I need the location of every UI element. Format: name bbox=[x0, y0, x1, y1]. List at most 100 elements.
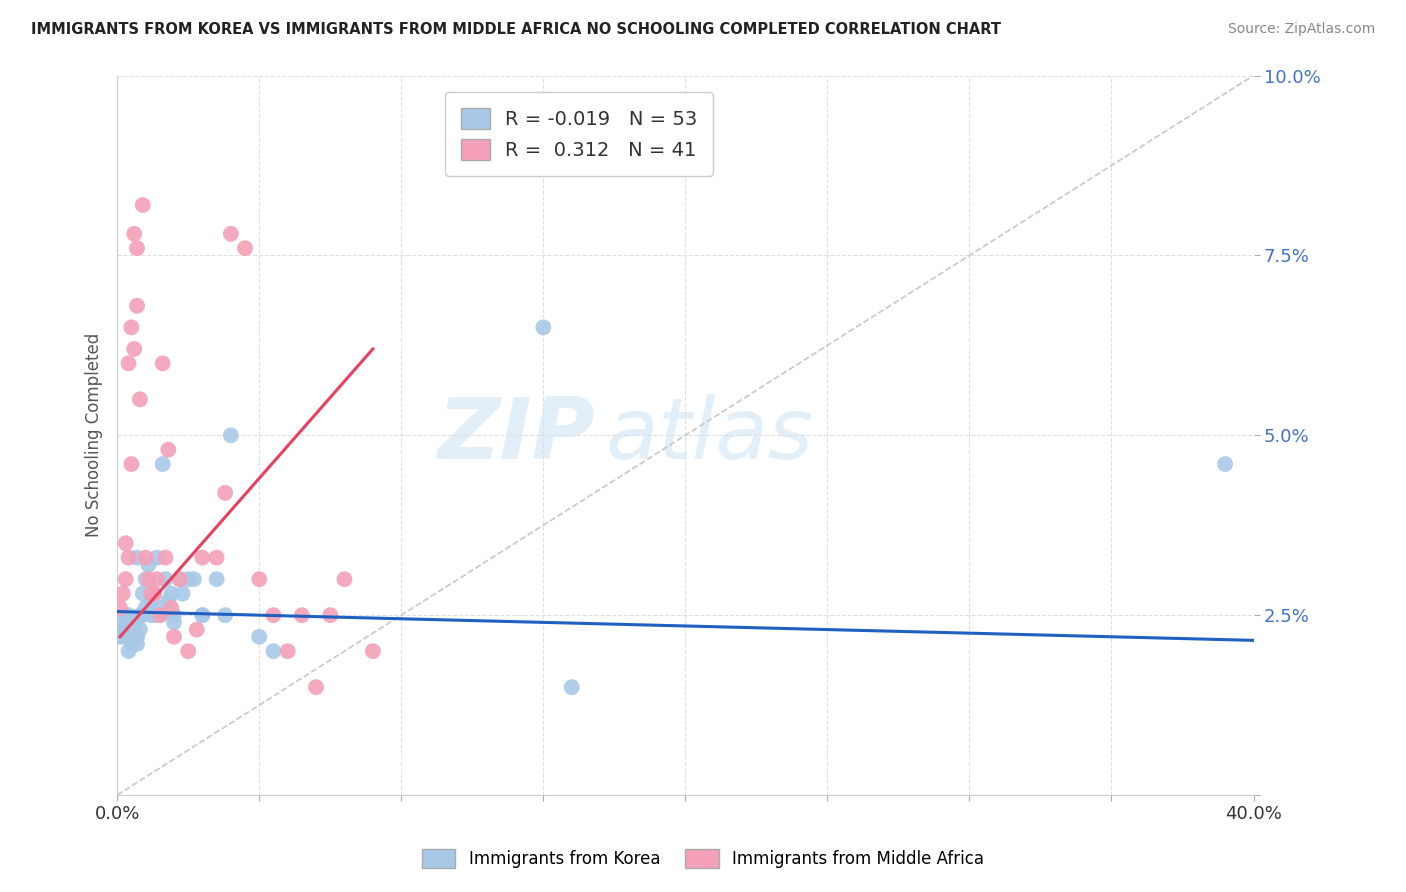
Point bbox=[129, 608, 152, 623]
Point bbox=[132, 198, 155, 212]
Point bbox=[191, 550, 214, 565]
Point bbox=[135, 601, 157, 615]
Point bbox=[177, 572, 200, 586]
Point bbox=[186, 623, 208, 637]
Y-axis label: No Schooling Completed: No Schooling Completed bbox=[86, 334, 103, 537]
Point bbox=[114, 572, 136, 586]
Point bbox=[129, 623, 152, 637]
Point bbox=[277, 644, 299, 658]
Point bbox=[247, 630, 270, 644]
Point bbox=[561, 680, 583, 694]
Point bbox=[531, 320, 554, 334]
Point bbox=[120, 615, 142, 630]
Point bbox=[143, 586, 166, 600]
Point bbox=[122, 227, 145, 241]
Point bbox=[120, 630, 142, 644]
Point bbox=[146, 572, 169, 586]
Point bbox=[191, 608, 214, 623]
Point bbox=[163, 630, 186, 644]
Point bbox=[125, 241, 148, 255]
Point bbox=[205, 572, 228, 586]
Point bbox=[149, 601, 172, 615]
Point bbox=[125, 630, 148, 644]
Point bbox=[219, 227, 242, 241]
Point bbox=[214, 486, 236, 500]
Point bbox=[120, 457, 142, 471]
Point bbox=[205, 550, 228, 565]
Point bbox=[160, 601, 183, 615]
Point bbox=[333, 572, 356, 586]
Point bbox=[141, 594, 163, 608]
Point bbox=[117, 608, 139, 623]
Point bbox=[219, 428, 242, 442]
Point bbox=[149, 608, 172, 623]
Point bbox=[177, 644, 200, 658]
Point bbox=[160, 586, 183, 600]
Point bbox=[183, 572, 205, 586]
Legend: Immigrants from Korea, Immigrants from Middle Africa: Immigrants from Korea, Immigrants from M… bbox=[415, 843, 991, 875]
Point bbox=[141, 586, 163, 600]
Point bbox=[157, 442, 180, 457]
Point bbox=[135, 572, 157, 586]
Point bbox=[111, 615, 134, 630]
Point bbox=[117, 630, 139, 644]
Point bbox=[125, 299, 148, 313]
Point bbox=[163, 615, 186, 630]
Text: Source: ZipAtlas.com: Source: ZipAtlas.com bbox=[1227, 22, 1375, 37]
Point bbox=[138, 558, 160, 572]
Point bbox=[122, 630, 145, 644]
Point bbox=[125, 550, 148, 565]
Point bbox=[141, 608, 163, 623]
Point bbox=[319, 608, 342, 623]
Point bbox=[149, 608, 172, 623]
Point bbox=[108, 601, 131, 615]
Point bbox=[108, 630, 131, 644]
Point bbox=[143, 586, 166, 600]
Point bbox=[214, 608, 236, 623]
Text: ZIP: ZIP bbox=[437, 393, 595, 477]
Point bbox=[122, 342, 145, 356]
Point bbox=[117, 356, 139, 370]
Point bbox=[172, 586, 194, 600]
Point bbox=[132, 608, 155, 623]
Point bbox=[114, 615, 136, 630]
Point bbox=[122, 615, 145, 630]
Text: IMMIGRANTS FROM KOREA VS IMMIGRANTS FROM MIDDLE AFRICA NO SCHOOLING COMPLETED CO: IMMIGRANTS FROM KOREA VS IMMIGRANTS FROM… bbox=[31, 22, 1001, 37]
Point bbox=[247, 572, 270, 586]
Point bbox=[143, 608, 166, 623]
Point bbox=[169, 572, 191, 586]
Point bbox=[135, 550, 157, 565]
Point bbox=[114, 536, 136, 550]
Point bbox=[117, 550, 139, 565]
Point bbox=[122, 623, 145, 637]
Point bbox=[1213, 457, 1236, 471]
Point bbox=[152, 457, 174, 471]
Point bbox=[111, 623, 134, 637]
Point bbox=[132, 586, 155, 600]
Point bbox=[262, 608, 284, 623]
Point bbox=[120, 320, 142, 334]
Point bbox=[305, 680, 328, 694]
Point bbox=[163, 608, 186, 623]
Point bbox=[129, 392, 152, 407]
Point bbox=[114, 623, 136, 637]
Point bbox=[111, 586, 134, 600]
Point bbox=[125, 637, 148, 651]
Point bbox=[138, 572, 160, 586]
Legend: R = -0.019   N = 53, R =  0.312   N = 41: R = -0.019 N = 53, R = 0.312 N = 41 bbox=[446, 93, 713, 176]
Point bbox=[262, 644, 284, 658]
Point bbox=[233, 241, 256, 255]
Point bbox=[146, 550, 169, 565]
Point bbox=[155, 550, 177, 565]
Point bbox=[120, 623, 142, 637]
Point bbox=[120, 637, 142, 651]
Point bbox=[155, 572, 177, 586]
Point bbox=[152, 356, 174, 370]
Point bbox=[191, 608, 214, 623]
Point bbox=[361, 644, 384, 658]
Text: atlas: atlas bbox=[606, 393, 814, 477]
Point bbox=[117, 644, 139, 658]
Point bbox=[157, 594, 180, 608]
Point bbox=[169, 572, 191, 586]
Point bbox=[114, 630, 136, 644]
